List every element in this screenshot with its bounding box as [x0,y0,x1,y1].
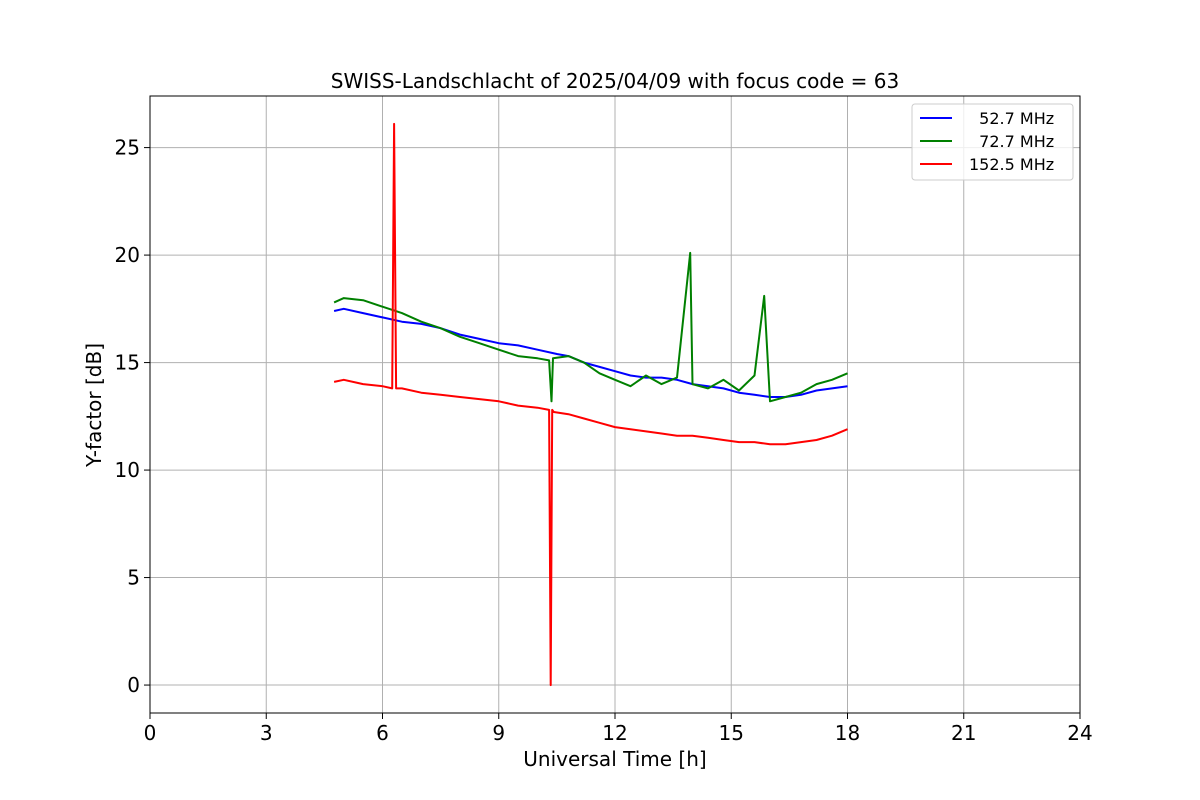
x-tick-label: 9 [492,721,505,745]
series-line [333,251,848,403]
series-lines [333,122,848,687]
y-tick-label: 0 [127,673,140,697]
x-axis-label: Universal Time [h] [523,747,706,771]
y-tick-label: 5 [127,566,140,590]
chart-title: SWISS-Landschlacht of 2025/04/09 with fo… [331,69,899,93]
legend-label: 152.5 MHz [969,155,1054,174]
y-tick-label: 20 [115,243,140,267]
series-line [333,307,848,398]
x-tick-label: 15 [719,721,744,745]
legend-label: 72.7 MHz [969,132,1054,151]
legend: 52.7 MHz 72.7 MHz 152.5 MHz [911,103,1074,181]
x-tick-label: 24 [1067,721,1092,745]
legend-box [911,103,1074,181]
grid-lines [149,96,1081,713]
y-tick-label: 25 [115,136,140,160]
x-tick-label: 6 [376,721,389,745]
y-tick-label: 15 [115,351,140,375]
legend-label: 52.7 MHz [969,109,1054,128]
y-axis-label: Y-factor [dB] [82,343,106,468]
x-tick-label: 0 [144,721,157,745]
x-tick-label: 3 [260,721,273,745]
x-tick-label: 18 [835,721,860,745]
axis-ticks: 0 3 6 9 12 15 18 21 24 0 5 10 15 20 25 [115,136,1093,745]
series-line [333,122,848,687]
x-tick-label: 21 [951,721,976,745]
x-tick-label: 12 [602,721,627,745]
y-tick-label: 10 [115,458,140,482]
